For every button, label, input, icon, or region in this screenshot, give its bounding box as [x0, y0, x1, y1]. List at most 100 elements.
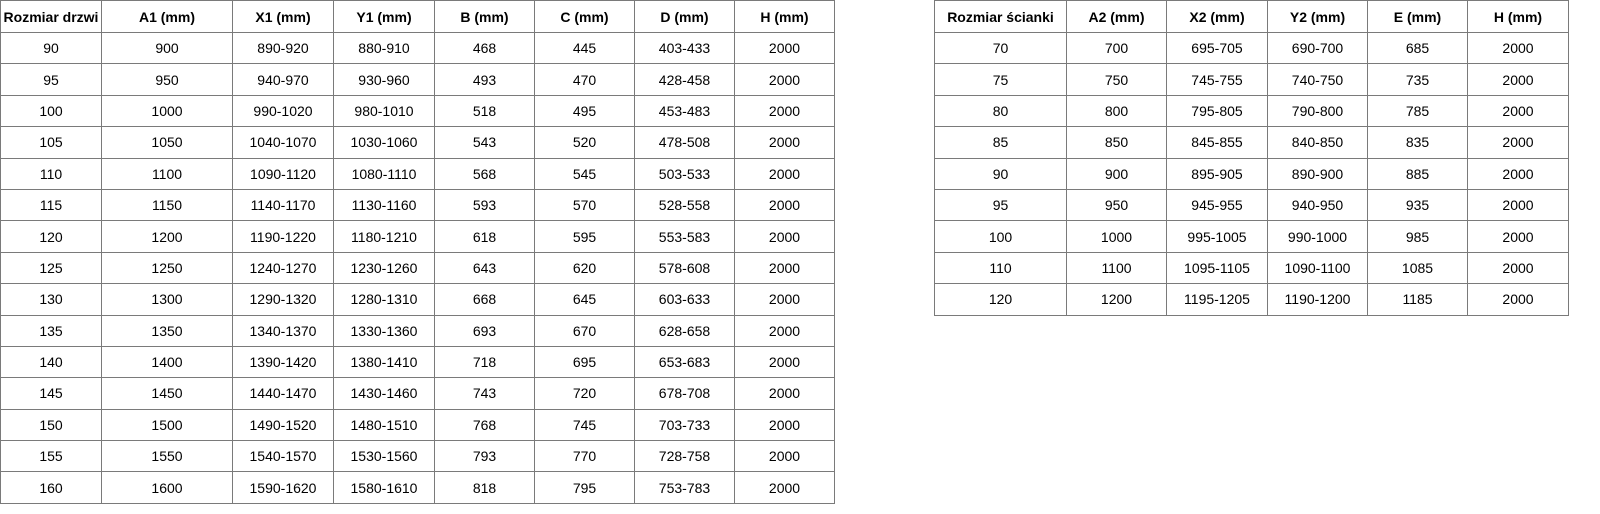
- column-header: Y2 (mm): [1267, 0, 1368, 33]
- table-cell: 900: [1066, 157, 1167, 190]
- table-cell: 645: [534, 283, 635, 316]
- table-cell: 470: [534, 63, 635, 96]
- table-cell: 1080-1110: [333, 157, 435, 190]
- table-cell: 160: [0, 471, 102, 504]
- table-cell: 85: [934, 126, 1067, 159]
- table-cell: 2000: [734, 126, 835, 159]
- column-header: B (mm): [434, 0, 535, 33]
- table-cell: 1550: [101, 440, 233, 473]
- table-cell: 1180-1210: [333, 220, 435, 253]
- table-row: 100 1000 990-1020 980-1010 518 495 453-483 2000: [0, 94, 835, 128]
- table-cell: 768: [434, 408, 535, 442]
- table-cell: 720: [534, 377, 635, 410]
- column-header: D (mm): [634, 0, 735, 33]
- table-cell: 2000: [1467, 251, 1569, 285]
- table-cell: 2000: [734, 314, 835, 347]
- table-cell: 1330-1360: [333, 314, 435, 347]
- table-cell: 75: [934, 63, 1067, 96]
- table-cell: 155: [0, 440, 102, 473]
- table-cell: 1195-1205: [1166, 283, 1268, 316]
- table-cell: 2000: [734, 157, 835, 190]
- column-header: Rozmiar drzwi: [0, 0, 102, 33]
- table-cell: 740-750: [1267, 63, 1368, 96]
- table-cell: 940-950: [1267, 188, 1368, 222]
- table-row: 105 1050 1040-1070 1030-1060 543 520 478-508 20…: [0, 126, 835, 159]
- table-cell: 718: [434, 345, 535, 379]
- column-header: A2 (mm): [1066, 0, 1167, 33]
- table-cell: 940-970: [232, 63, 334, 96]
- table-cell: 120: [0, 220, 102, 253]
- table-row: 110 1100 1090-1120 1080-1110 568 545 503-533 20…: [0, 157, 835, 190]
- table-cell: 840-850: [1267, 126, 1368, 159]
- table-cell: 1050: [101, 126, 233, 159]
- table-cell: 150: [0, 408, 102, 442]
- table-cell: 570: [534, 188, 635, 222]
- table-row: 90 900 890-920 880-910 468 445 403-433 2000: [0, 31, 835, 65]
- table-cell: 1530-1560: [333, 440, 435, 473]
- table-cell: 668: [434, 283, 535, 316]
- table-row: 110 1100 1095-1105 1090-1100 1085 2000: [934, 251, 1569, 285]
- table-cell: 503-533: [634, 157, 735, 190]
- table-cell: 890-920: [232, 31, 334, 65]
- table-cell: 628-658: [634, 314, 735, 347]
- table-cell: 1300: [101, 283, 233, 316]
- table-cell: 2000: [1467, 220, 1569, 253]
- table-cell: 945-955: [1166, 188, 1268, 222]
- table-cell: 2000: [1467, 157, 1569, 190]
- table-cell: 593: [434, 188, 535, 222]
- table-cell: 1095-1105: [1166, 251, 1268, 285]
- table-cell: 790-800: [1267, 94, 1368, 128]
- table-cell: 1250: [101, 251, 233, 285]
- table-cell: 1480-1510: [333, 408, 435, 442]
- table-cell: 2000: [734, 377, 835, 410]
- table-row: 115 1150 1140-1170 1130-1160 593 570 528-558 20…: [0, 188, 835, 222]
- table-cell: 1090-1100: [1267, 251, 1368, 285]
- table-cell: 935: [1367, 188, 1468, 222]
- table-cell: 990-1000: [1267, 220, 1368, 253]
- table-cell: 753-783: [634, 471, 735, 504]
- table-cell: 70: [934, 31, 1067, 65]
- table-row: 150 1500 1490-1520 1480-1510 768 745 703-733 20…: [0, 408, 835, 442]
- table-cell: 1185: [1367, 283, 1468, 316]
- table-cell: 528-558: [634, 188, 735, 222]
- table-row: 120 1200 1195-1205 1190-1200 1185 2000: [934, 283, 1569, 316]
- table-cell: 1450: [101, 377, 233, 410]
- table-cell: 1040-1070: [232, 126, 334, 159]
- table-cell: 543: [434, 126, 535, 159]
- table-cell: 618: [434, 220, 535, 253]
- table-cell: 850: [1066, 126, 1167, 159]
- table-cell: 793: [434, 440, 535, 473]
- table-cell: 1580-1610: [333, 471, 435, 504]
- table-cell: 2000: [734, 440, 835, 473]
- table-cell: 100: [934, 220, 1067, 253]
- table-cell: 700: [1066, 31, 1167, 65]
- table-cell: 428-458: [634, 63, 735, 96]
- table-cell: 1100: [101, 157, 233, 190]
- table-cell: 2000: [1467, 126, 1569, 159]
- table-cell: 2000: [734, 63, 835, 96]
- table-cell: 895-905: [1166, 157, 1268, 190]
- table-cell: 1000: [1066, 220, 1167, 253]
- table-cell: 2000: [734, 94, 835, 128]
- table-cell: 818: [434, 471, 535, 504]
- table-cell: 795-805: [1166, 94, 1268, 128]
- table-cell: 1100: [1066, 251, 1167, 285]
- table-cell: 1430-1460: [333, 377, 435, 410]
- table-cell: 90: [0, 31, 102, 65]
- table-cell: 1030-1060: [333, 126, 435, 159]
- table-cell: 670: [534, 314, 635, 347]
- table-cell: 845-855: [1166, 126, 1268, 159]
- table-cell: 1500: [101, 408, 233, 442]
- table-cell: 885: [1367, 157, 1468, 190]
- table-cell: 1440-1470: [232, 377, 334, 410]
- table-cell: 2000: [734, 345, 835, 379]
- table-cell: 445: [534, 31, 635, 65]
- table-cell: 520: [534, 126, 635, 159]
- table-cell: 785: [1367, 94, 1468, 128]
- table-row: 130 1300 1290-1320 1280-1310 668 645 603-633 20…: [0, 283, 835, 316]
- table-cell: 735: [1367, 63, 1468, 96]
- table-cell: 145: [0, 377, 102, 410]
- table-header-row: Rozmiar drzwi A1 (mm) X1 (mm) Y1 (mm) B (mm)…: [0, 0, 835, 33]
- table-cell: 1200: [1066, 283, 1167, 316]
- table-cell: 800: [1066, 94, 1167, 128]
